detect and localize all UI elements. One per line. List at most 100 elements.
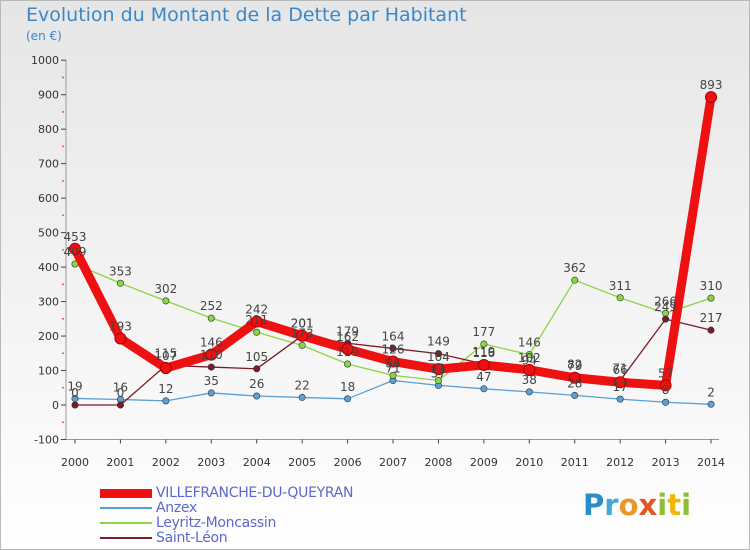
data-label: 57 (658, 366, 673, 380)
data-point (389, 344, 397, 352)
data-label: 311 (609, 279, 632, 293)
y-tick-label: 1000 (31, 54, 59, 67)
data-label: 362 (563, 261, 586, 275)
y-tick-label: 600 (38, 192, 59, 205)
proxiti-logo: Proxiti (583, 488, 692, 522)
data-point (389, 371, 397, 379)
x-tick-label: 2006 (334, 456, 362, 469)
data-point (707, 294, 715, 302)
data-label: 35 (204, 374, 219, 388)
data-label: 86 (385, 356, 400, 370)
y-tick-label: 900 (38, 89, 59, 102)
x-tick-label: 2003 (197, 456, 225, 469)
data-label: 8 (662, 383, 670, 397)
legend-swatch (100, 537, 152, 539)
data-point (387, 355, 400, 368)
data-label: 102 (518, 351, 541, 365)
x-tick-label: 2002 (152, 456, 180, 469)
data-label: 146 (200, 336, 223, 350)
data-label: 71 (613, 362, 628, 376)
legend-item-villefranche: VILLEFRANCHE-DU-QUEYRAN (100, 485, 353, 501)
y-tick-label: 700 (38, 158, 59, 171)
y-tick-label: 100 (38, 365, 59, 378)
legend-item-saint-leon: Saint-Léon (100, 530, 228, 546)
data-point (253, 328, 261, 336)
legend-item-leyritz: Leyritz-Moncassin (100, 515, 276, 531)
x-tick-label: 2012 (606, 456, 634, 469)
data-label: 71 (385, 362, 400, 376)
data-point (344, 395, 352, 403)
data-point (616, 395, 624, 403)
x-tick-label: 2011 (561, 456, 589, 469)
data-point (341, 343, 354, 356)
y-minor-tick (62, 76, 64, 79)
y-minor-tick (62, 248, 64, 251)
y-minor-tick (62, 317, 64, 320)
x-tick-label: 2009 (470, 456, 498, 469)
data-label: 104 (427, 350, 450, 364)
y-minor-tick (62, 352, 64, 355)
data-label: 107 (154, 349, 177, 363)
data-point (525, 388, 533, 396)
data-point (707, 400, 715, 408)
data-point (162, 397, 170, 405)
data-label: 26 (249, 377, 264, 391)
data-label: 310 (700, 279, 723, 293)
data-point (480, 340, 488, 348)
y-tick-label: 500 (38, 227, 59, 240)
legend-label: Leyritz-Moncassin (156, 515, 277, 531)
data-point (207, 363, 215, 371)
y-tick-label: 0 (52, 399, 59, 412)
data-point (568, 371, 581, 384)
y-tick-label: 400 (38, 261, 59, 274)
data-label: 12 (158, 382, 173, 396)
data-label: 57 (431, 366, 446, 380)
data-label: 249 (654, 300, 677, 314)
data-label: 82 (567, 358, 582, 372)
data-point (571, 276, 579, 284)
y-tick-label: -100 (34, 433, 59, 446)
data-point (477, 359, 490, 372)
data-label: 193 (109, 319, 132, 333)
data-point (432, 363, 445, 376)
legend-swatch (100, 522, 152, 524)
data-label: 164 (382, 329, 405, 343)
y-minor-tick (62, 145, 64, 148)
data-label: 119 (472, 345, 495, 359)
data-point (662, 398, 670, 406)
data-point (116, 279, 124, 287)
data-label: 115 (154, 346, 177, 360)
data-label: 242 (245, 303, 268, 317)
data-point (298, 341, 306, 349)
data-label: 79 (567, 359, 582, 373)
x-tick-label: 2013 (652, 456, 680, 469)
data-point (571, 391, 579, 399)
data-label: 149 (427, 335, 450, 349)
data-label: 201 (291, 317, 314, 331)
data-label: 146 (518, 336, 541, 350)
data-point (523, 363, 536, 376)
data-point (207, 314, 215, 322)
y-minor-tick (62, 214, 64, 217)
data-label: 105 (245, 350, 268, 364)
y-minor-tick (62, 179, 64, 182)
data-label: 177 (472, 325, 495, 339)
data-point (344, 360, 352, 368)
data-label: 18 (340, 380, 355, 394)
data-point (480, 385, 488, 393)
data-point (116, 401, 124, 409)
data-label: 119 (336, 345, 359, 359)
data-label: 22 (295, 378, 310, 392)
data-point (298, 393, 306, 401)
data-point (159, 362, 172, 375)
chart-title: Evolution du Montant de la Dette par Hab… (26, 4, 467, 26)
y-tick-label: 200 (38, 330, 59, 343)
data-point (434, 350, 442, 358)
data-label: 110 (200, 348, 223, 362)
data-label: 409 (64, 245, 87, 259)
data-label: 116 (472, 346, 495, 360)
x-tick-label: 2004 (243, 456, 271, 469)
data-point (71, 401, 79, 409)
data-label: 47 (476, 370, 491, 384)
